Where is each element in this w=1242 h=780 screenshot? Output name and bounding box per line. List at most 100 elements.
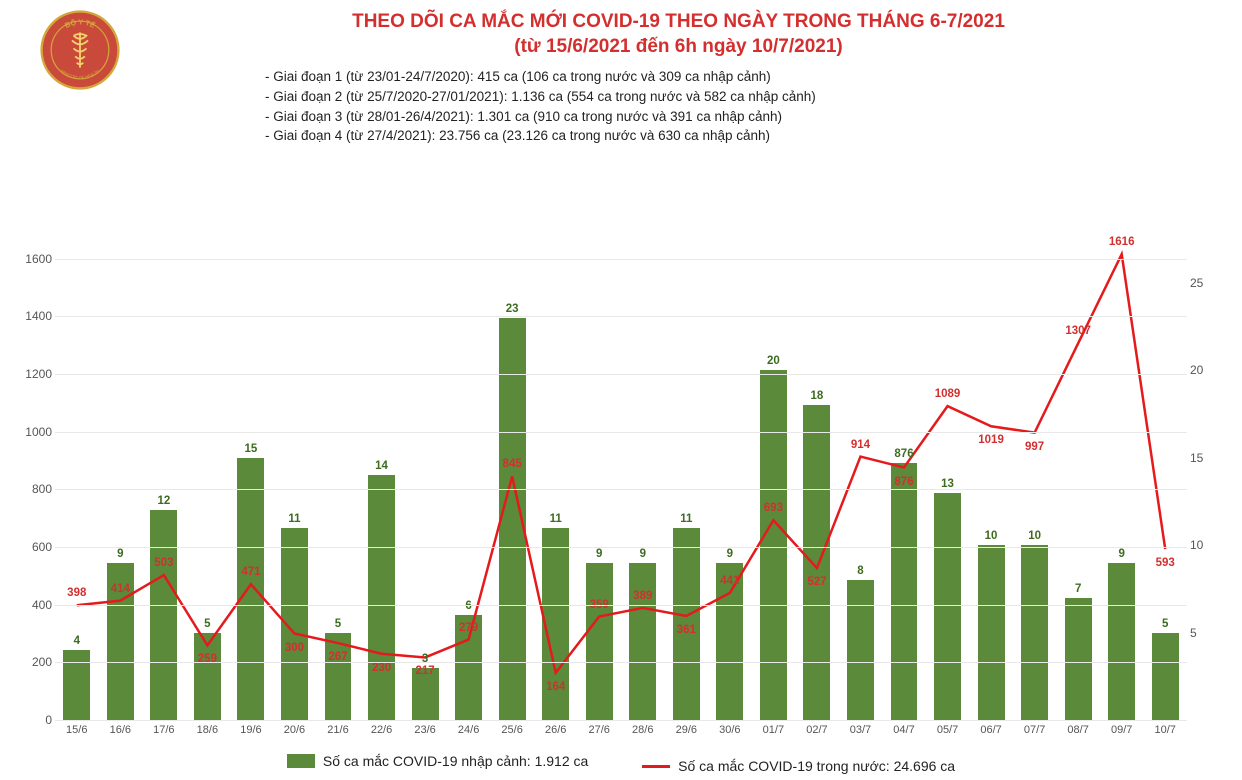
x-tick: 10/7: [1155, 724, 1176, 736]
y-axis-right: 5 10 15 20 25: [1190, 230, 1235, 720]
bar-value-label: 5: [1162, 618, 1168, 630]
bar-value-label: 11: [288, 513, 300, 525]
x-tick: 27/6: [589, 724, 610, 736]
y-left-tick: 1000: [7, 425, 52, 439]
legend-line-label: Số ca mắc COVID-19 trong nước: 24.696 ca: [678, 758, 955, 774]
line-value-label: 914: [851, 439, 870, 451]
bar-value-label: 15: [245, 443, 258, 455]
line-value-label: 164: [546, 681, 565, 693]
x-tick: 30/6: [719, 724, 740, 736]
x-tick: 16/6: [110, 724, 131, 736]
bar-value-label: 9: [727, 548, 733, 560]
line-value-label: 1307: [1065, 325, 1091, 337]
bar-value-label: 18: [811, 390, 824, 402]
bar-value-label: 876: [894, 448, 913, 460]
x-tick: 26/6: [545, 724, 566, 736]
x-tick: 02/7: [806, 724, 827, 736]
x-axis: 15/616/617/618/619/620/621/622/623/624/6…: [55, 724, 1187, 742]
phases-list: - Giai đoạn 1 (từ 23/01-24/7/2020): 415 …: [265, 67, 1222, 145]
x-tick: 03/7: [850, 724, 871, 736]
line-value-label: 1089: [935, 388, 961, 400]
title-line-2: (từ 15/6/2021 đến 6h ngày 10/7/2021): [135, 35, 1222, 60]
bar-value-label: 5: [335, 618, 341, 630]
x-tick: 08/7: [1067, 724, 1088, 736]
header: BỘ Y TẾ MINISTRY OF HEALTH THEO DÕI CA M…: [10, 10, 1222, 146]
y-left-tick: 1200: [7, 367, 52, 381]
title-line-1: THEO DÕI CA MẮC MỚI COVID-19 THEO NGÀY T…: [135, 10, 1222, 35]
y-right-tick: 25: [1190, 276, 1235, 290]
line-value-label: 471: [241, 566, 260, 578]
y-right-tick: 15: [1190, 451, 1235, 465]
x-tick: 06/7: [980, 724, 1001, 736]
line-value-label: 267: [328, 651, 347, 663]
phase-2: - Giai đoạn 2 (từ 25/7/2020-27/01/2021):…: [265, 87, 1222, 107]
x-tick: 29/6: [676, 724, 697, 736]
y-left-tick: 600: [7, 540, 52, 554]
line-value-label: 1616: [1109, 236, 1135, 248]
bar-value-label: 20: [767, 355, 780, 367]
bar-value-label: 8: [857, 565, 863, 577]
bar-value-label: 23: [506, 303, 519, 315]
x-tick: 17/6: [153, 724, 174, 736]
x-tick: 22/6: [371, 724, 392, 736]
line-value-label: 503: [154, 557, 173, 569]
line-value-label: 693: [764, 502, 783, 514]
line-value-label: 217: [415, 665, 434, 677]
bar-value-label: 9: [596, 548, 602, 560]
bar-value-label: 14: [375, 460, 388, 472]
legend-line-swatch: [642, 765, 670, 768]
phase-4: - Giai đoạn 4 (từ 27/4/2021): 23.756 ca …: [265, 126, 1222, 146]
line-value-label: 259: [198, 653, 217, 665]
x-tick: 07/7: [1024, 724, 1045, 736]
line-value-label: 398: [67, 587, 86, 599]
y-left-tick: 1600: [7, 252, 52, 266]
legend-bar-swatch: [287, 754, 315, 768]
line-value-label: 845: [503, 458, 522, 470]
line-value-label: 441: [720, 575, 739, 587]
data-labels: 4912515115143623119911920188876131010795…: [55, 230, 1187, 720]
x-tick: 04/7: [893, 724, 914, 736]
ministry-logo: BỘ Y TẾ MINISTRY OF HEALTH: [40, 10, 120, 90]
x-tick: 24/6: [458, 724, 479, 736]
bar-value-label: 12: [157, 495, 170, 507]
bar-value-label: 6: [465, 600, 471, 612]
x-tick: 15/6: [66, 724, 87, 736]
y-right-tick: 5: [1190, 626, 1235, 640]
legend-bar: Số ca mắc COVID-19 nhập cảnh: 1.912 ca: [287, 753, 588, 769]
bar-value-label: 9: [117, 548, 123, 560]
bar-value-label: 13: [941, 478, 954, 490]
legend: Số ca mắc COVID-19 nhập cảnh: 1.912 ca S…: [0, 753, 1242, 775]
bar-value-label: 5: [204, 618, 210, 630]
y-left-tick: 0: [7, 713, 52, 727]
x-tick: 19/6: [240, 724, 261, 736]
chart-container: BỘ Y TẾ MINISTRY OF HEALTH THEO DÕI CA M…: [0, 0, 1242, 780]
y-right-tick: 20: [1190, 363, 1235, 377]
x-tick: 05/7: [937, 724, 958, 736]
line-value-label: 1019: [978, 434, 1004, 446]
line-value-label: 593: [1156, 557, 1175, 569]
line-value-label: 361: [677, 624, 696, 636]
y-right-tick: 10: [1190, 538, 1235, 552]
bar-value-label: 7: [1075, 583, 1081, 595]
line-value-label: 279: [459, 622, 478, 634]
legend-bar-label: Số ca mắc COVID-19 nhập cảnh: 1.912 ca: [323, 753, 588, 769]
line-value-label: 389: [633, 590, 652, 602]
bar-value-label: 10: [1028, 530, 1041, 542]
bar-value-label: 4: [74, 635, 80, 647]
y-left-tick: 800: [7, 482, 52, 496]
phase-3: - Giai đoạn 3 (từ 28/01-26/4/2021): 1.30…: [265, 107, 1222, 127]
line-value-label: 527: [807, 576, 826, 588]
phase-1: - Giai đoạn 1 (từ 23/01-24/7/2020): 415 …: [265, 67, 1222, 87]
x-tick: 28/6: [632, 724, 653, 736]
bar-value-label: 11: [550, 513, 562, 525]
y-axis-left: 02004006008001000120014001600: [7, 230, 52, 720]
x-tick: 21/6: [327, 724, 348, 736]
line-value-label: 414: [111, 583, 130, 595]
y-left-tick: 1400: [7, 309, 52, 323]
line-value-label: 230: [372, 662, 391, 674]
x-tick: 20/6: [284, 724, 305, 736]
bar-value-label: 9: [1118, 548, 1124, 560]
x-tick: 01/7: [763, 724, 784, 736]
line-value-label: 876: [894, 476, 913, 488]
x-tick: 18/6: [197, 724, 218, 736]
